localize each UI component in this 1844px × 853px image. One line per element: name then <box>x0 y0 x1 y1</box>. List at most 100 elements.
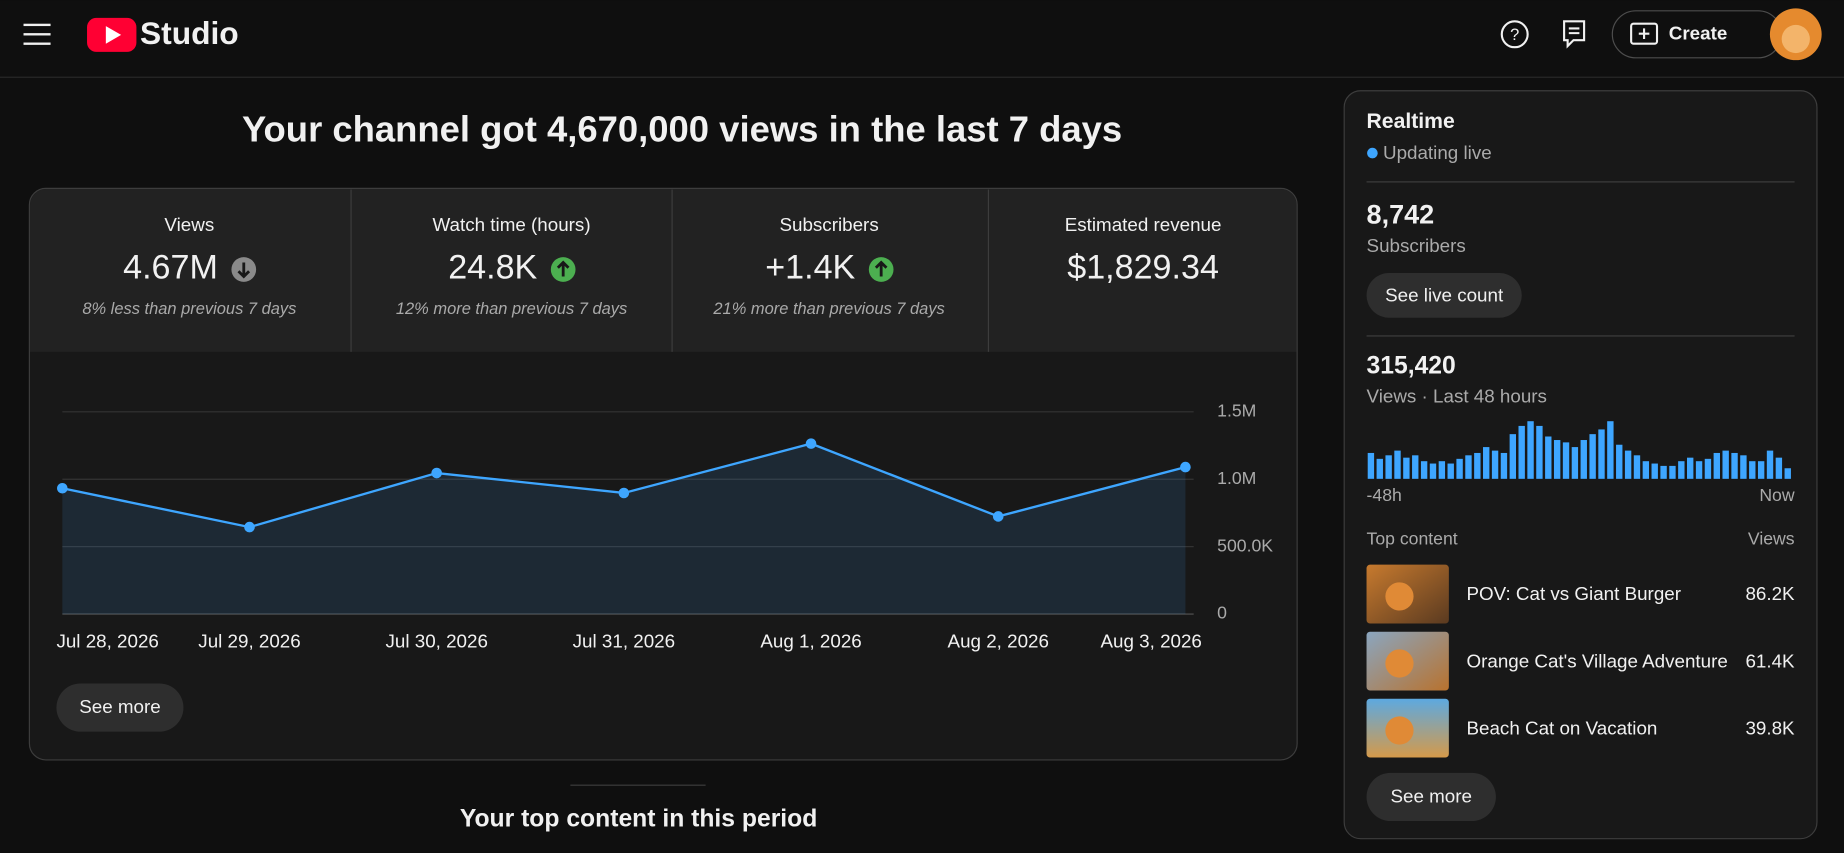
live-count-bg <box>1366 273 1522 318</box>
bar <box>1474 452 1481 479</box>
bar <box>1465 455 1472 479</box>
bar <box>1527 421 1534 479</box>
y-tick-label: 1.0M <box>1217 468 1256 488</box>
live-count-button[interactable]: See live count <box>1366 273 1522 318</box>
metrics: Views 4.67M 8% less than previous 7 days Wa… <box>82 214 1221 318</box>
x-tick-label: Aug 2, 2026 <box>948 630 1049 651</box>
headline: Your channel got 4,670,000 views in the … <box>242 109 1122 150</box>
thumbnail-cat <box>1385 649 1414 678</box>
bar <box>1651 463 1658 479</box>
help-icon[interactable] <box>1500 20 1529 49</box>
bar <box>1571 447 1579 479</box>
bar <box>1749 461 1756 479</box>
header-divider <box>0 76 1844 78</box>
feedback-icon[interactable] <box>1563 20 1586 49</box>
top-content-heading: Top content <box>1367 529 1458 549</box>
bar <box>1367 452 1375 479</box>
create-icon <box>1630 22 1659 45</box>
metric-label: Estimated revenue <box>1065 214 1222 235</box>
bar <box>1740 455 1747 479</box>
bar <box>1633 455 1641 479</box>
point <box>805 438 817 449</box>
point <box>1180 461 1191 473</box>
video-title[interactable]: POV: Cat vs Giant Burger <box>1466 583 1681 604</box>
metric-note: 21% more than previous 7 days <box>712 300 944 318</box>
bar <box>1438 461 1446 479</box>
bar <box>1412 455 1419 479</box>
menu-line <box>23 42 51 45</box>
thumbnail-cat <box>1385 716 1414 745</box>
section-heading: Your top content in this period <box>460 805 818 832</box>
avatar-face <box>1781 24 1810 54</box>
create-plus <box>1638 28 1650 40</box>
bar <box>1420 461 1428 479</box>
logo-play <box>105 26 122 44</box>
bar <box>1607 421 1614 479</box>
realtime-title: Realtime <box>1367 110 1455 133</box>
y-tick-label: 0 <box>1217 603 1227 623</box>
bar <box>1713 452 1720 479</box>
point <box>992 511 1004 522</box>
bar <box>1491 450 1499 479</box>
video-views: 61.4K <box>1745 650 1795 671</box>
bar <box>1536 425 1543 479</box>
bar <box>1616 444 1623 479</box>
section-divider <box>570 784 706 786</box>
see-more-label: See more <box>79 696 161 717</box>
see-more-label: See more <box>1390 786 1472 807</box>
bars-start: -48h <box>1367 485 1402 505</box>
area <box>62 443 1186 615</box>
see-more-bg <box>56 683 184 732</box>
bar <box>1722 450 1729 479</box>
x-tick-label: Jul 30, 2026 <box>385 630 487 651</box>
bar <box>1518 425 1525 479</box>
metric-divider <box>350 189 352 352</box>
bar <box>1704 458 1712 479</box>
logo-text[interactable]: Studio <box>140 15 239 51</box>
bar <box>1731 452 1738 479</box>
bar <box>1678 461 1685 479</box>
live-count-label: See live count <box>1385 285 1504 306</box>
y-tick-label: 1.5M <box>1217 400 1256 420</box>
metric-divider <box>671 189 673 352</box>
x-tick-label: Jul 28, 2026 <box>56 630 158 651</box>
bar <box>1669 465 1676 479</box>
bar <box>1376 458 1383 479</box>
x-tick-label: Aug 3, 2026 <box>1101 630 1202 651</box>
subscriber-count: 8,742 <box>1367 200 1435 230</box>
create-button[interactable]: Create <box>1611 10 1783 59</box>
metric-divider <box>987 189 990 352</box>
metric-note: 12% more than previous 7 days <box>396 300 627 318</box>
bar <box>1500 452 1508 479</box>
metric-note: 8% less than previous 7 days <box>82 300 296 318</box>
see-more-bg <box>1366 772 1496 822</box>
realtime-bars <box>1367 421 1791 479</box>
bar <box>1545 436 1552 479</box>
bar <box>1624 450 1632 479</box>
bar <box>1775 457 1783 479</box>
bar <box>1642 461 1650 479</box>
bar <box>1766 450 1774 479</box>
top-content-column: Views <box>1748 529 1795 549</box>
thumbnail-cat <box>1385 582 1414 611</box>
point <box>244 521 255 533</box>
y-tick-label: 500.0K <box>1217 535 1273 555</box>
bar <box>1784 468 1791 479</box>
bar <box>1598 429 1605 479</box>
video-title[interactable]: Beach Cat on Vacation <box>1466 717 1657 738</box>
bar <box>1429 463 1437 479</box>
top-content-list: POV: Cat vs Giant Burger 86.2K Orange Cat'… <box>1366 564 1795 758</box>
trend-arrow <box>237 262 251 279</box>
bar <box>1660 465 1667 479</box>
views-count: 315,420 <box>1367 353 1456 380</box>
realtime-see-more[interactable]: See more <box>1366 772 1496 822</box>
divider <box>1366 335 1795 337</box>
bar <box>1447 463 1454 479</box>
bars-end: Now <box>1759 485 1795 505</box>
bar <box>1553 440 1561 479</box>
video-title[interactable]: Orange Cat's Village Adventure <box>1466 650 1727 671</box>
bar <box>1456 458 1463 479</box>
menu-button[interactable] <box>23 23 51 45</box>
see-more-button[interactable]: See more <box>56 683 184 732</box>
